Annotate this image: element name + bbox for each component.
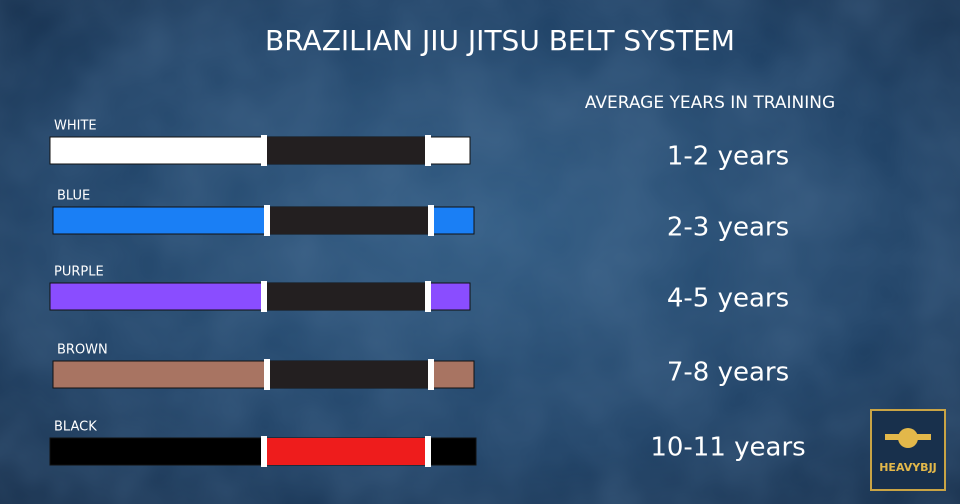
belt-stripe	[261, 135, 267, 166]
belt-name: BROWN	[57, 343, 108, 358]
belt-name: PURPLE	[54, 265, 104, 280]
years: 4-5 years	[667, 284, 789, 314]
logo-bar	[885, 434, 931, 440]
years: 2-3 years	[667, 213, 789, 243]
belt-name: WHITE	[54, 119, 97, 134]
belt-tip	[267, 207, 431, 234]
belt-tip	[264, 283, 428, 310]
belt-tip	[264, 137, 428, 164]
belt-stripe	[425, 436, 431, 467]
belt-stripe	[261, 281, 267, 312]
belt-stripe	[264, 359, 270, 390]
years: 1-2 years	[667, 142, 789, 172]
years: 7-8 years	[667, 358, 789, 388]
belt-stripe	[261, 436, 267, 467]
logo-text: HEAVYBJJ	[879, 461, 937, 474]
belt-tip	[264, 438, 428, 465]
title: BRAZILIAN JIU JITSU BELT SYSTEM	[265, 24, 735, 57]
logo: HEAVYBJJ	[870, 409, 946, 491]
column-header: AVERAGE YEARS IN TRAINING	[585, 93, 835, 113]
belt-stripe	[425, 281, 431, 312]
belt-stripe	[425, 135, 431, 166]
belt-stripe	[428, 205, 434, 236]
belt-name: BLUE	[57, 189, 90, 204]
belt-tip	[267, 361, 431, 388]
logo-frame	[870, 409, 946, 491]
belt-list: WHITE 1-2 years BLUE 2-3 years PURPLE 4-5 yea…	[49, 119, 806, 467]
belt-name: BLACK	[54, 420, 97, 435]
years: 10-11 years	[650, 433, 805, 463]
belt-stripe	[428, 359, 434, 390]
belt-stripe	[264, 205, 270, 236]
